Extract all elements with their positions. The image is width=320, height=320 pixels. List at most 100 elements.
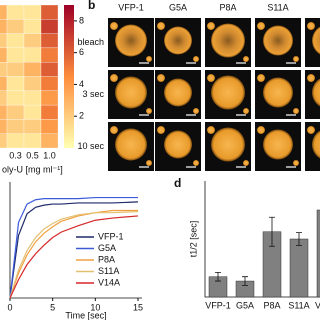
droplet-small	[110, 126, 118, 134]
heatmap-cell	[23, 119, 42, 134]
heatmap-cell	[6, 90, 25, 106]
row-label: 10 sec	[77, 141, 104, 151]
droplet	[263, 25, 293, 56]
heatmap-cell	[23, 90, 42, 106]
x-tick-label: 0.5	[26, 150, 39, 160]
x-tick-label: VFP-1	[205, 300, 231, 310]
droplet	[164, 130, 192, 159]
colorbar-label: 8	[79, 15, 84, 25]
droplet-small	[257, 22, 265, 30]
x-tick-label: 0.3	[9, 150, 22, 160]
column-header: P8A	[219, 2, 236, 12]
droplet	[164, 26, 192, 55]
droplet	[312, 78, 320, 107]
heatmap-cell	[6, 47, 25, 63]
droplet-small	[243, 56, 249, 62]
line-series	[9, 209, 138, 299]
droplet-small	[207, 126, 215, 134]
heatmap-cell	[23, 62, 42, 77]
heatmap-cell	[6, 76, 25, 91]
droplet	[115, 24, 147, 57]
heatmap-cell	[40, 90, 59, 106]
droplet-small	[243, 160, 249, 166]
legend-label: VFP-1	[98, 231, 124, 241]
heatmap-cell	[0, 62, 8, 77]
droplet-small	[307, 22, 315, 30]
heatmap-cell	[6, 19, 25, 34]
heatmap-cell	[23, 133, 42, 149]
droplet-small	[157, 22, 165, 30]
droplet-small	[110, 74, 118, 82]
heatmap-cell	[0, 33, 8, 49]
colorbar	[64, 5, 74, 148]
panel-label: d	[174, 176, 181, 190]
droplet-small	[193, 56, 199, 62]
droplet	[115, 76, 147, 109]
heatmap-cell	[23, 33, 42, 49]
droplet-small	[193, 160, 199, 166]
droplet-small	[207, 22, 215, 30]
droplet-small	[293, 56, 299, 62]
heatmap-cell	[0, 47, 8, 63]
droplet-small	[207, 74, 215, 82]
droplet-small	[193, 108, 199, 114]
legend-label: V14A	[98, 277, 120, 287]
heatmap-cell	[23, 47, 42, 63]
droplet-small	[157, 126, 165, 134]
droplet-small	[146, 160, 152, 166]
x-tick-label: 5	[50, 302, 55, 312]
heatmap-cell	[40, 33, 59, 49]
column-header: VFP-1	[118, 2, 144, 12]
heatmap-cell	[0, 19, 8, 34]
heatmap-cell	[6, 62, 25, 77]
x-tick-label: 10	[90, 302, 100, 312]
heatmap-cell	[23, 19, 42, 34]
heatmap-cell	[40, 133, 59, 149]
heatmap-cell	[40, 47, 59, 63]
heatmap-cell	[6, 119, 25, 134]
y-axis-label: t1/2 [sec]	[188, 221, 198, 258]
droplet-small	[146, 56, 152, 62]
heatmap-cell	[40, 19, 59, 34]
heatmap-cell	[0, 90, 8, 106]
droplet	[211, 127, 245, 162]
colorbar-label: 6	[79, 47, 84, 57]
line-series	[9, 215, 139, 299]
heatmap-cell	[40, 62, 59, 77]
droplet-small	[307, 74, 315, 82]
x-tick-label: G5A	[236, 300, 254, 310]
column-header: S11A	[267, 2, 288, 12]
droplet	[312, 130, 320, 159]
x-tick-label: 15	[133, 302, 143, 312]
droplet	[312, 26, 320, 55]
legend-label: G5A	[98, 243, 116, 253]
x-tick-label: 0	[7, 302, 12, 312]
heatmap-cell	[23, 104, 42, 120]
heatmap-cell	[23, 76, 42, 91]
droplet	[211, 23, 245, 58]
colorbar-label: 2	[79, 111, 84, 121]
droplet-small	[257, 74, 265, 82]
x-axis-label: oly-U [mg ml⁻¹]	[2, 164, 63, 174]
colorbar-label: 4	[79, 79, 84, 89]
droplet	[164, 78, 192, 107]
droplet-small	[157, 74, 165, 82]
column-header: G5A	[169, 2, 187, 12]
droplet-small	[257, 126, 265, 134]
x-axis-label: Time [sec]	[65, 310, 106, 320]
x-tick-label: 1.0	[43, 150, 56, 160]
droplet	[263, 129, 293, 160]
heatmap-cell	[0, 76, 8, 91]
x-tick-label: S11A	[288, 300, 309, 310]
axes	[204, 181, 320, 298]
heatmap-cell	[6, 33, 25, 49]
heatmap-cell	[6, 4, 25, 20]
row-label: bleach	[77, 37, 104, 47]
droplet	[115, 128, 147, 161]
heatmap-cell	[0, 104, 8, 120]
error-bar	[269, 216, 275, 247]
droplet-small	[110, 22, 118, 30]
heatmap-cell	[23, 4, 42, 20]
panel-label: b	[88, 0, 95, 12]
